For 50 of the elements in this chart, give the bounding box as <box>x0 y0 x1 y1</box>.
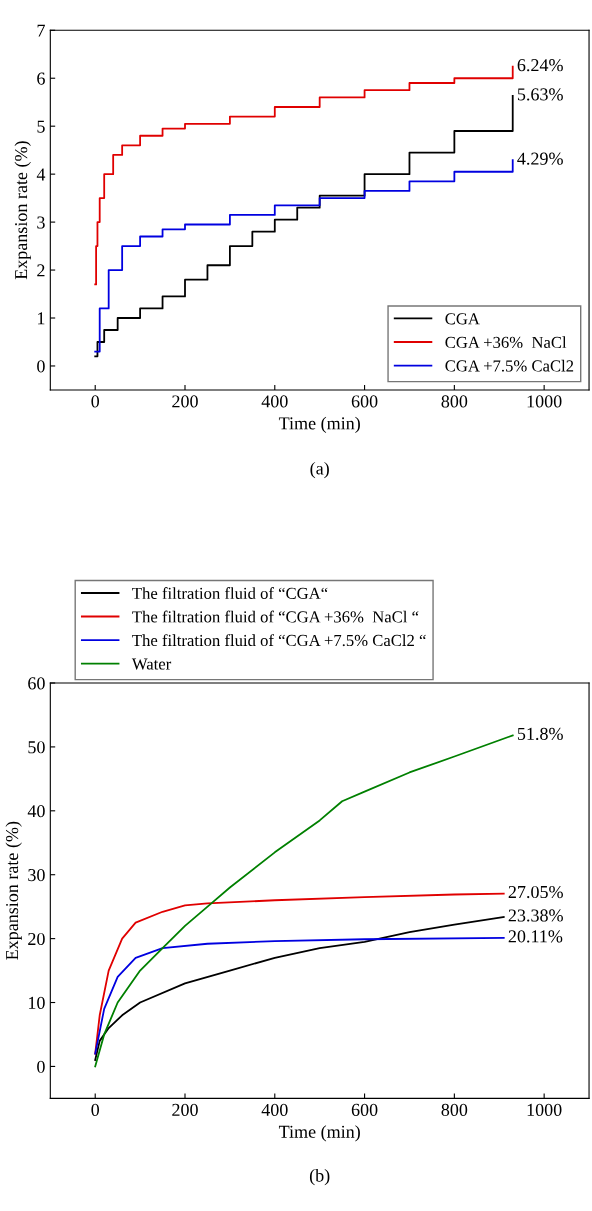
data-label: 6.24% <box>517 59 563 72</box>
x-tick-label: 400 <box>261 395 288 408</box>
data-label: 20.11% <box>508 930 563 943</box>
legend-label: The filtration fluid of “CGA“ <box>132 587 328 599</box>
y-tick-label: 0 <box>37 360 45 373</box>
x-tick-label: 200 <box>172 1103 198 1116</box>
text: (b) <box>309 1168 330 1186</box>
text: (a) <box>310 461 329 479</box>
data-label: 4.29% <box>517 152 563 165</box>
legend-label: CGA +36% NaCl <box>445 336 567 349</box>
line-series <box>94 916 505 1061</box>
line-series <box>94 892 505 1055</box>
y-tick-label: 50 <box>28 741 45 754</box>
x-tick-label: 1000 <box>527 395 562 408</box>
y-tick-label: 40 <box>27 805 45 818</box>
x-tick-label: 200 <box>172 395 198 408</box>
y-tick-label: 6 <box>37 72 45 85</box>
x-tick-label: 0 <box>91 395 100 408</box>
legend-label: The filtration fluid of “CGA +36% NaCl “ <box>132 610 419 623</box>
y-tick-label: 4 <box>36 168 46 181</box>
legend-label: CGA <box>445 313 480 325</box>
x-tick-label: 800 <box>441 1103 468 1116</box>
data-label: 5.63% <box>517 88 563 101</box>
y-tick-label: 1 <box>38 312 45 325</box>
x-axis-title: Time (min) <box>278 416 360 434</box>
y-axis-title: Expansion rate (%) <box>5 821 22 960</box>
data-label: 51.8% <box>517 727 563 740</box>
y-tick-label: 60 <box>28 677 45 690</box>
x-tick-label: 1000 <box>527 1103 562 1116</box>
y-tick-label: 20 <box>28 932 45 946</box>
y-tick-label: 2 <box>37 264 45 277</box>
legend-label: Water <box>131 658 172 670</box>
x-tick-label: 600 <box>351 395 378 408</box>
x-tick-label: 800 <box>441 395 468 408</box>
y-tick-label: 5 <box>37 120 45 133</box>
y-tick-label: 7 <box>37 24 45 37</box>
y-axis-title: Expansion rate (%) <box>14 141 31 280</box>
y-tick-label: 30 <box>28 868 45 882</box>
y-tick-label: 10 <box>28 996 45 1009</box>
x-tick-label: 400 <box>261 1103 288 1116</box>
data-label: 23.38% <box>508 909 563 922</box>
legend-label: CGA +7.5% CaCl2 <box>445 359 574 372</box>
y-tick-label: 3 <box>37 216 45 229</box>
x-axis-title: Time (min) <box>278 1125 360 1142</box>
data-label: 27.05% <box>508 885 563 899</box>
x-tick-label: 600 <box>351 1103 378 1116</box>
y-tick-label: 0 <box>37 1060 45 1073</box>
legend-label: The filtration fluid of “CGA +7.5% CaCl2 “ <box>132 634 426 647</box>
x-tick-label: 0 <box>91 1103 100 1116</box>
line-series <box>94 937 505 1055</box>
